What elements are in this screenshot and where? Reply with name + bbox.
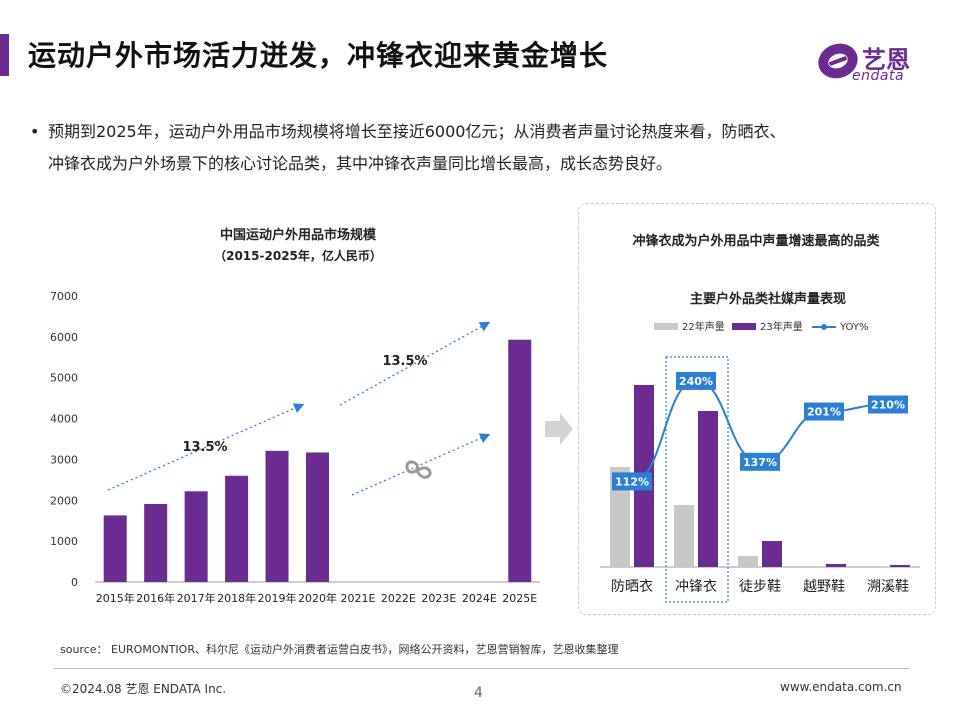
bar-23 xyxy=(762,541,782,567)
x-tick-label: 2020年 xyxy=(298,591,337,605)
x-tick-label: 2016年 xyxy=(136,591,175,605)
logo-text: 艺恩 xyxy=(862,46,910,74)
category-label: 徒步鞋 xyxy=(739,579,781,595)
yoy-label-box xyxy=(740,452,780,471)
legend-marker xyxy=(821,324,827,330)
market-bar xyxy=(306,452,329,582)
bar-22 xyxy=(674,505,694,567)
x-tick-label: 2024E xyxy=(462,592,497,605)
yoy-label-box xyxy=(804,402,844,421)
summary-bullet: • 预期到2025年，运动户外用品市场规模将增长至接近6000亿元；从消费者声量讨… xyxy=(30,116,920,180)
y-tick-label: 5000 xyxy=(50,372,78,385)
x-tick-label: 2023E xyxy=(421,592,456,605)
y-tick-label: 6000 xyxy=(50,331,78,344)
right-panel-title: 冲锋衣成为户外用品中声量增速最高的品类 xyxy=(632,233,880,249)
bar-23 xyxy=(826,564,846,567)
y-tick-label: 4000 xyxy=(50,413,78,426)
legend-label: 23年声量 xyxy=(760,320,803,333)
growth-rate-label-forecast: 13.5% xyxy=(382,354,427,369)
growth-arrow-historic xyxy=(107,403,305,491)
yoy-label: 112% xyxy=(615,475,649,488)
source-note: source： EUROMONTIOR、科尔尼《运动户外消费者运营白皮书》，网络… xyxy=(60,643,619,656)
page-title: 运动户外市场活力迸发，冲锋衣迎来黄金增长 xyxy=(28,39,609,72)
growth-arrow-forecast-lower xyxy=(351,433,491,496)
x-tick-label: 2021E xyxy=(340,592,375,605)
x-tick-label: 2019年 xyxy=(258,591,297,605)
category-label: 溯溪鞋 xyxy=(867,579,909,595)
copyright: ©2024.08 艺恩 ENDATA Inc. xyxy=(60,682,227,696)
yoy-label: 210% xyxy=(871,398,905,411)
market-size-chart: 中国运动户外用品市场规模 （2015-2025年，亿人民币） 0 1000 2000 30… xyxy=(50,227,540,605)
loop-icon xyxy=(405,460,432,479)
market-bar xyxy=(265,450,289,582)
category-label: 越野鞋 xyxy=(803,579,845,595)
market-bar xyxy=(144,503,168,582)
bar-23 xyxy=(698,411,718,567)
page-number: 4 xyxy=(474,685,483,701)
endata-logo-icon xyxy=(818,43,858,79)
y-tick-label: 2000 xyxy=(50,494,78,507)
y-tick-label: 7000 xyxy=(50,290,78,303)
yoy-label: 201% xyxy=(807,406,841,419)
bullet-dot: • xyxy=(30,122,40,141)
legend-swatch xyxy=(654,323,678,330)
y-tick-label: 0 xyxy=(71,576,78,589)
yoy-label: 240% xyxy=(679,375,713,388)
website: www.endata.com.cn xyxy=(780,680,902,694)
bar-22 xyxy=(738,556,758,567)
title-accent-bar xyxy=(0,34,9,76)
yoy-label-box xyxy=(676,371,716,390)
growth-rate-label-historic: 13.5% xyxy=(182,440,227,455)
left-chart-title: 中国运动户外用品市场规模 xyxy=(220,227,377,243)
right-panel-box xyxy=(578,203,936,615)
market-bar xyxy=(508,339,532,582)
legend-label: YOY% xyxy=(839,322,869,333)
x-tick-label: 2022E xyxy=(381,592,416,605)
footer-divider xyxy=(54,668,910,669)
left-chart-subtitle: （2015-2025年，亿人民币） xyxy=(214,248,382,263)
y-tick-label: 1000 xyxy=(50,535,78,548)
bar-22 xyxy=(610,467,630,567)
category-label: 冲锋衣 xyxy=(675,579,717,595)
yoy-label-box xyxy=(612,472,652,491)
transition-arrow-icon xyxy=(545,413,573,445)
summary-line-2: 冲锋衣成为户外场景下的核心讨论品类，其中冲锋衣声量同比增长最高，成长态势良好。 xyxy=(48,154,673,173)
x-tick-label: 2015年 xyxy=(96,591,135,605)
growth-arrow-forecast-upper xyxy=(339,321,491,406)
category-label: 防晒衣 xyxy=(611,579,653,595)
yoy-label-box xyxy=(868,395,908,414)
x-tick-label: 2017年 xyxy=(177,591,216,605)
market-bar xyxy=(184,491,208,582)
summary-line-1: 预期到2025年，运动户外用品市场规模将增长至接近6000亿元；从消费者声量讨论… xyxy=(48,122,786,141)
yoy-label: 137% xyxy=(743,456,777,469)
x-tick-label: 2025E xyxy=(502,592,537,605)
legend-label: 22年声量 xyxy=(682,320,725,333)
market-bar xyxy=(225,475,249,582)
x-tick-label: 2018年 xyxy=(217,591,256,605)
y-tick-label: 3000 xyxy=(50,453,78,466)
right-chart-title: 主要户外品类社媒声量表现 xyxy=(690,291,846,307)
logo-subtext: endata xyxy=(852,68,905,84)
legend-swatch xyxy=(732,323,756,330)
highlight-box xyxy=(665,356,729,603)
bar-23 xyxy=(890,565,910,567)
market-bar xyxy=(103,515,127,582)
